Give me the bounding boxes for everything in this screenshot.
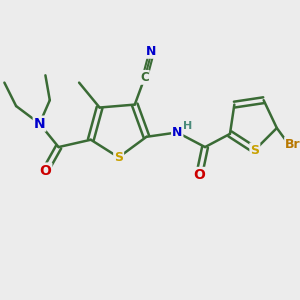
Text: S: S — [250, 143, 260, 157]
Text: N: N — [146, 45, 156, 58]
Text: O: O — [193, 168, 205, 182]
Text: S: S — [114, 151, 123, 164]
Text: C: C — [140, 71, 149, 84]
Text: N: N — [34, 117, 45, 130]
Text: O: O — [40, 164, 51, 178]
Text: Br: Br — [285, 138, 300, 151]
Text: N: N — [172, 126, 182, 139]
Text: H: H — [183, 121, 192, 131]
